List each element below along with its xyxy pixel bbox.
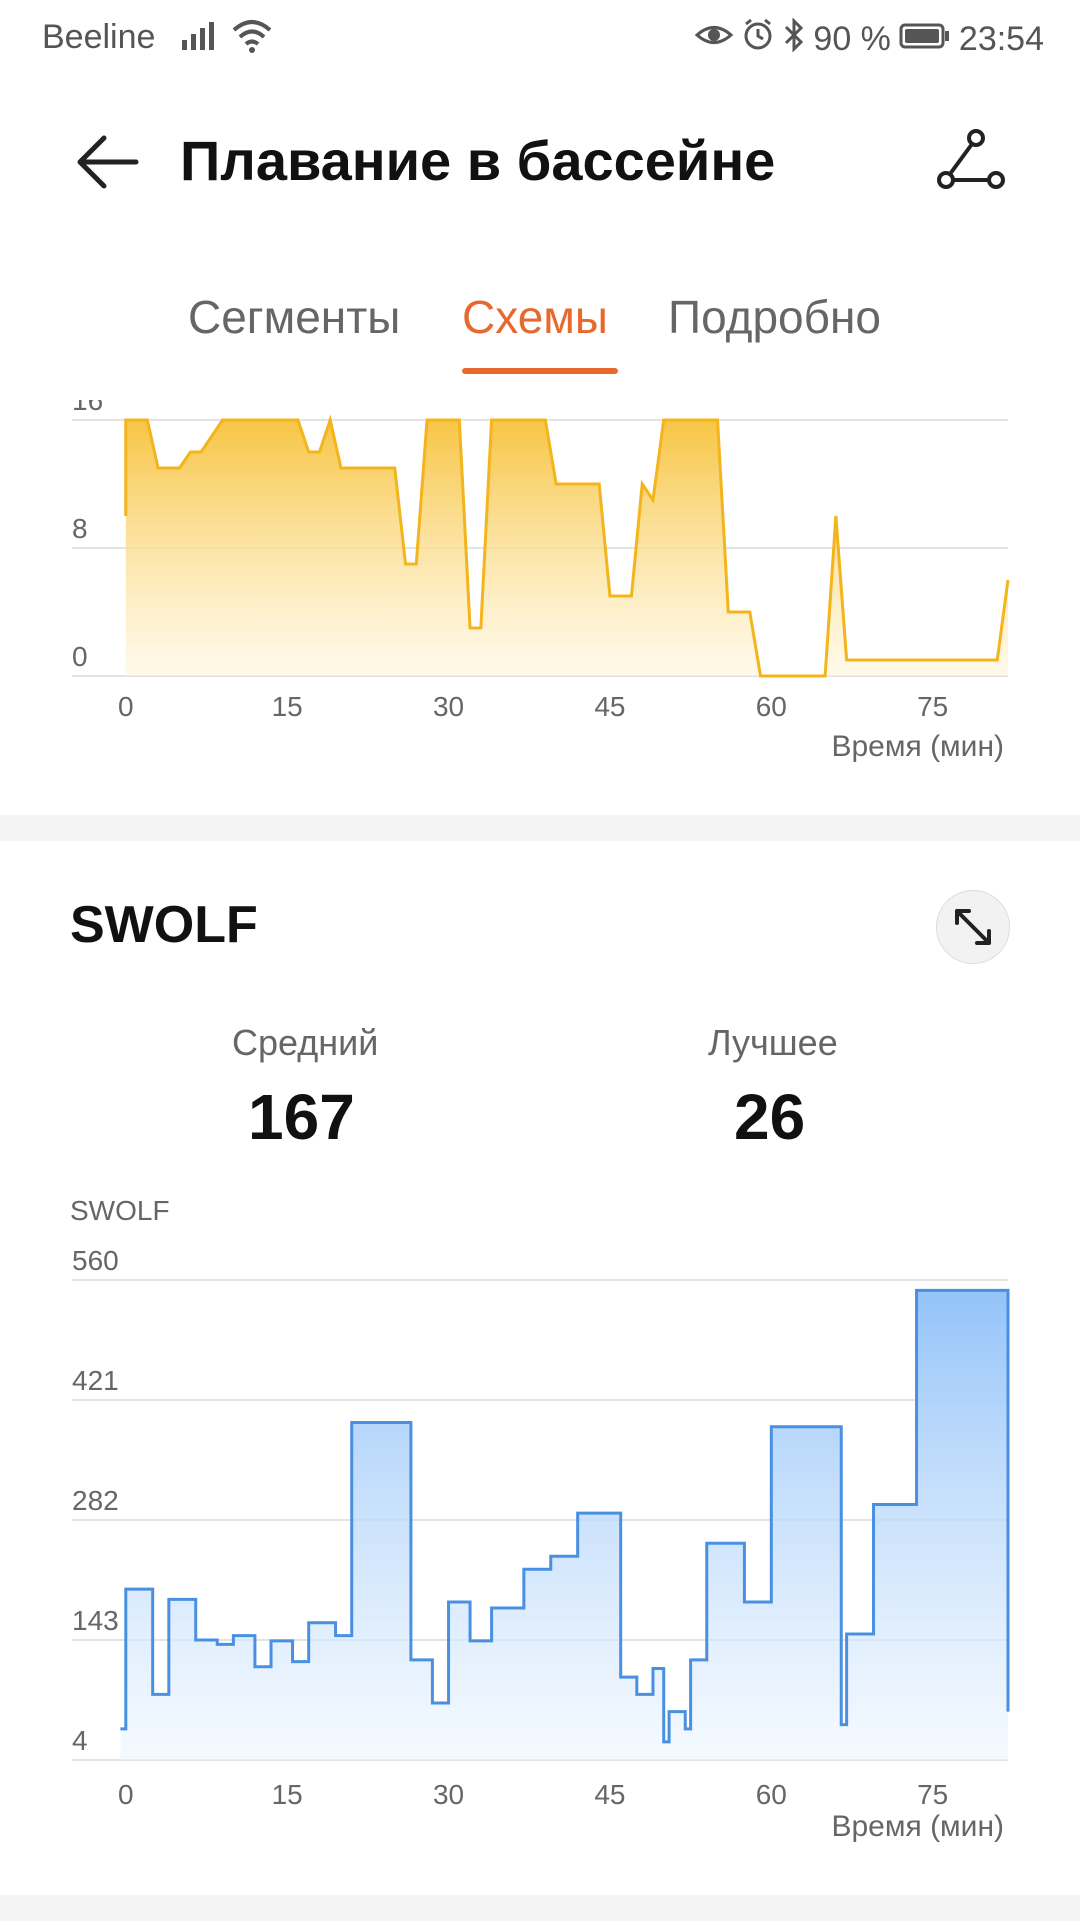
top-chart-svg: 0 8 16 0 15 30 45 60 75	[72, 400, 1010, 722]
top-x-tick-label: 30	[433, 691, 464, 722]
swolf-series-line	[120, 1288, 1010, 1744]
swolf-x-tick-label: 30	[433, 1779, 464, 1810]
tab-bar: Сегменты Схемы Подробно	[0, 290, 1080, 380]
tab-segments[interactable]: Сегменты	[188, 291, 401, 343]
swolf-y-tick-label: 282	[72, 1485, 119, 1516]
tab-details[interactable]: Подробно	[668, 291, 881, 343]
section-divider-bottom	[0, 1895, 1080, 1921]
swolf-x-tick-label: 0	[118, 1779, 134, 1810]
back-arrow-icon	[77, 135, 139, 189]
swolf-y-tick-label: 421	[72, 1365, 119, 1396]
app-header: Плавание в бассейне	[0, 100, 1080, 220]
average-value: 167	[248, 1081, 355, 1153]
top-series-line	[124, 414, 1010, 678]
top-x-tick-label: 15	[272, 691, 303, 722]
swolf-y-tick-label: 4	[72, 1725, 88, 1756]
signal-icon	[180, 18, 220, 61]
top-y-tick-label: 8	[72, 513, 88, 544]
top-x-axis-label: Время (мин)	[831, 730, 1004, 763]
swolf-x-tick-label: 60	[756, 1779, 787, 1810]
top-x-tick-label: 75	[917, 691, 948, 722]
bluetooth-icon	[783, 17, 805, 61]
back-button[interactable]	[70, 122, 150, 202]
top-y-tick-label: 16	[72, 400, 103, 416]
swolf-x-tick-label: 15	[272, 1779, 303, 1810]
expand-icon	[955, 909, 991, 945]
swolf-area-fill	[120, 1290, 1008, 1760]
top-x-tick-label: 45	[594, 691, 625, 722]
swolf-x-axis-label: Время (мин)	[831, 1810, 1004, 1843]
status-bar: Beeline	[0, 0, 1080, 76]
best-label: Лучшее	[708, 1022, 838, 1063]
top-chart: 0 8 16 0 15 30 45 60 75 Время (мин)	[0, 400, 1080, 780]
wifi-icon	[230, 16, 274, 65]
expand-button[interactable]	[936, 890, 1010, 964]
swolf-y-tick-label: 560	[72, 1245, 119, 1276]
carrier-name: Beeline	[42, 18, 156, 56]
section-divider	[0, 815, 1080, 841]
average-label: Средний	[232, 1022, 379, 1063]
eye-icon	[695, 20, 734, 59]
active-tab-indicator	[462, 368, 618, 374]
swolf-x-tick-label: 45	[594, 1779, 625, 1810]
tab-charts[interactable]: Схемы	[462, 291, 608, 343]
swolf-title: SWOLF	[70, 896, 258, 954]
page-title: Плавание в бассейне	[180, 129, 776, 192]
swolf-chart: 4 143 282 421 560 0 15 30 45 60 75 Время (мин)	[0, 1240, 1080, 1860]
alarm-icon	[741, 18, 775, 61]
clock-time: 23:54	[958, 20, 1044, 58]
swolf-y-axis-title: SWOLF	[70, 1195, 170, 1226]
battery-icon	[899, 20, 951, 59]
battery-percent: 90 %	[813, 20, 891, 58]
swolf-y-tick-label: 143	[72, 1605, 119, 1636]
route-button[interactable]	[930, 122, 1010, 202]
best-value: 26	[734, 1081, 806, 1153]
top-x-tick-label: 60	[756, 691, 787, 722]
swolf-x-tick-label: 75	[917, 1779, 948, 1810]
top-area-fill	[125, 420, 1009, 676]
swolf-chart-svg: 4 143 282 421 560 0 15 30 45 60 75	[72, 1245, 1010, 1810]
top-y-tick-label: 0	[72, 641, 88, 672]
top-x-tick-label: 0	[118, 691, 134, 722]
route-icon	[937, 129, 1005, 189]
